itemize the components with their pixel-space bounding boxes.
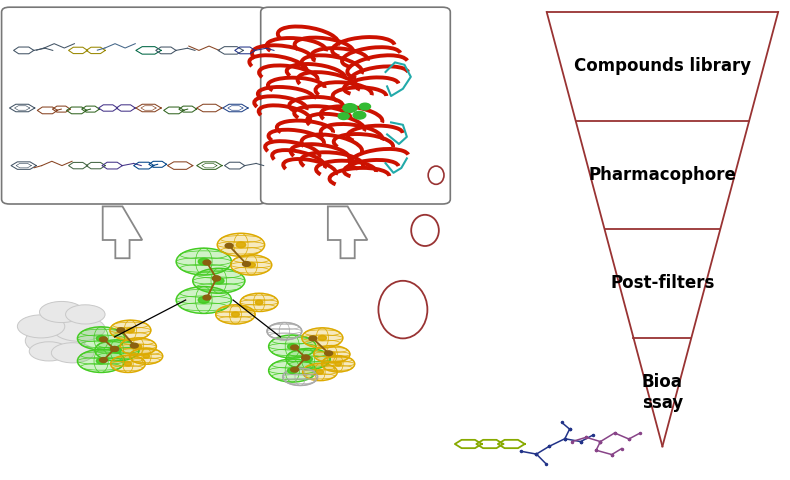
FancyBboxPatch shape [261, 7, 450, 204]
Circle shape [198, 258, 209, 265]
Ellipse shape [314, 346, 350, 363]
Circle shape [130, 343, 138, 348]
Ellipse shape [130, 348, 163, 364]
Ellipse shape [40, 301, 84, 323]
Circle shape [318, 336, 326, 340]
Circle shape [203, 260, 211, 265]
Ellipse shape [302, 328, 343, 348]
Circle shape [288, 344, 297, 349]
Text: Compounds library: Compounds library [574, 57, 751, 75]
FancyBboxPatch shape [2, 7, 266, 204]
Circle shape [291, 367, 299, 372]
Circle shape [338, 113, 349, 120]
Ellipse shape [77, 349, 125, 372]
Ellipse shape [17, 315, 65, 338]
Text: Bioa
ssay: Bioa ssay [641, 372, 683, 411]
Ellipse shape [77, 327, 125, 350]
Ellipse shape [193, 268, 245, 293]
Circle shape [143, 354, 149, 358]
Circle shape [111, 347, 118, 351]
Circle shape [255, 300, 263, 305]
Ellipse shape [51, 343, 94, 363]
Circle shape [96, 336, 106, 341]
Circle shape [302, 355, 310, 360]
Circle shape [329, 352, 336, 356]
Ellipse shape [217, 233, 265, 256]
Circle shape [335, 362, 341, 366]
Ellipse shape [176, 287, 231, 313]
Circle shape [134, 345, 142, 348]
Circle shape [236, 242, 246, 248]
Circle shape [126, 328, 134, 333]
Ellipse shape [120, 338, 156, 355]
Ellipse shape [66, 305, 105, 324]
Ellipse shape [25, 326, 85, 355]
Text: Post-filters: Post-filters [610, 275, 715, 292]
Circle shape [291, 345, 299, 350]
Circle shape [231, 312, 239, 317]
Ellipse shape [269, 359, 316, 382]
Circle shape [243, 262, 250, 266]
Circle shape [100, 358, 107, 362]
Circle shape [302, 355, 310, 360]
Circle shape [288, 368, 297, 373]
Ellipse shape [216, 305, 255, 324]
Ellipse shape [53, 316, 105, 341]
Circle shape [325, 351, 333, 356]
Circle shape [111, 347, 118, 351]
Circle shape [203, 295, 211, 300]
Ellipse shape [29, 342, 69, 361]
Ellipse shape [176, 248, 231, 275]
Ellipse shape [111, 355, 145, 372]
Circle shape [247, 263, 255, 267]
Ellipse shape [303, 363, 337, 381]
Circle shape [303, 356, 313, 362]
Circle shape [125, 362, 131, 366]
Ellipse shape [286, 348, 330, 370]
Ellipse shape [269, 335, 316, 358]
Circle shape [198, 297, 209, 303]
Circle shape [213, 277, 224, 284]
Polygon shape [328, 206, 367, 258]
Circle shape [96, 358, 106, 364]
Ellipse shape [240, 293, 278, 312]
Text: Pharmacophore: Pharmacophore [589, 166, 736, 184]
Circle shape [316, 370, 324, 374]
Ellipse shape [95, 340, 139, 361]
Circle shape [100, 337, 107, 342]
Circle shape [359, 103, 371, 110]
Circle shape [117, 328, 125, 333]
Circle shape [225, 243, 233, 248]
Circle shape [343, 104, 357, 112]
Circle shape [309, 336, 317, 341]
Circle shape [353, 111, 366, 119]
Polygon shape [103, 206, 142, 258]
Ellipse shape [322, 356, 355, 372]
Ellipse shape [231, 255, 272, 275]
Ellipse shape [110, 320, 151, 340]
Circle shape [213, 276, 220, 281]
Circle shape [213, 276, 220, 281]
Circle shape [112, 348, 122, 353]
